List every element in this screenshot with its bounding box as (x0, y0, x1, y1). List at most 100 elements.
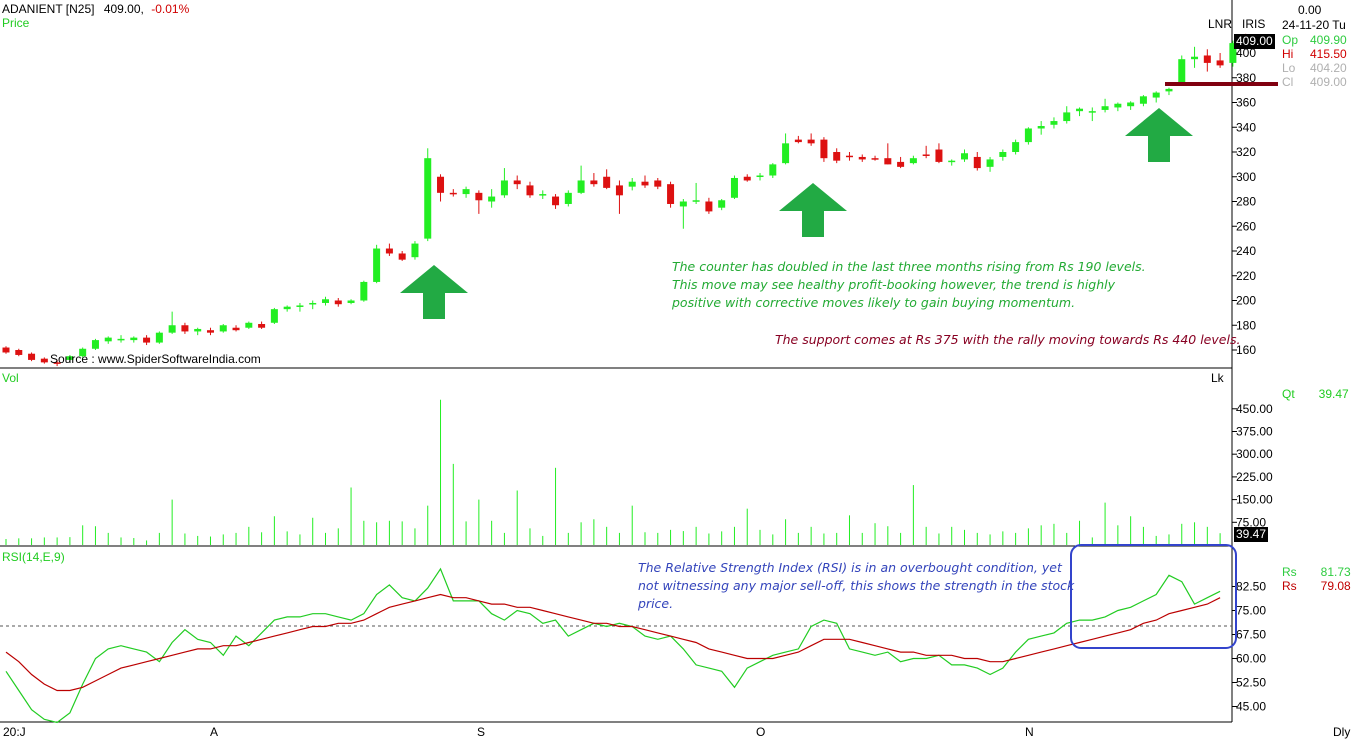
candle (40, 357, 48, 364)
candle-body (999, 152, 1007, 157)
candle-body (1203, 55, 1211, 63)
rsi-highlight-box (1070, 544, 1237, 649)
volume-bars (5, 399, 1221, 545)
up-arrow (1125, 108, 1193, 162)
candle-body (15, 350, 23, 355)
candle (79, 347, 87, 358)
candle-body (897, 161, 905, 167)
candle-body (245, 322, 253, 328)
candle-body (206, 330, 214, 333)
candle-body (219, 325, 227, 332)
candle (194, 327, 202, 336)
price-tick-label: 380 (1236, 71, 1256, 85)
candle-body (1088, 111, 1096, 113)
candle (232, 325, 240, 332)
candle-body (424, 158, 432, 239)
rsi-readout-1-label: Rs (1282, 565, 1297, 579)
candle (1024, 127, 1032, 145)
candle-body (1216, 60, 1224, 66)
candle-body (845, 155, 853, 158)
candle-body (1114, 103, 1122, 108)
candle (526, 181, 534, 198)
candle-body (858, 156, 866, 160)
price-tick-label: 160 (1236, 343, 1256, 357)
candle (1178, 55, 1186, 86)
candle (603, 169, 611, 190)
candle (219, 324, 227, 333)
candle-body (769, 164, 777, 176)
candle-body (743, 176, 751, 181)
candle (1037, 121, 1045, 135)
candle-body (615, 185, 623, 196)
candle (28, 352, 36, 362)
volume-label: Vol (2, 371, 19, 385)
rsi-tick-label: 45.00 (1236, 700, 1266, 714)
candle-body (475, 192, 483, 201)
x-label-sep: S (477, 725, 486, 739)
ohlc-open: Op 409.90 (1282, 33, 1347, 47)
annotation-green-line-2: This move may see healthy profit-booking… (672, 277, 1116, 292)
candle (1088, 107, 1096, 122)
candle (283, 305, 291, 312)
symbol-name: ADANIENT [N25] (2, 2, 95, 16)
candle-body (283, 306, 291, 310)
candle-body (922, 154, 930, 156)
ohlc-high-label: Hi (1282, 47, 1294, 61)
qt-readout: Qt 39.47 (1282, 387, 1349, 401)
candle (615, 180, 623, 214)
candle-body (692, 200, 700, 202)
candle (692, 182, 700, 204)
lk-label: Lk (1211, 371, 1224, 385)
candle-body (679, 201, 687, 207)
candle (743, 174, 751, 182)
candle (437, 174, 445, 202)
candle (1127, 101, 1135, 110)
header: ADANIENT [N25] 409.00, -0.01% (2, 2, 189, 16)
candle (373, 244, 381, 284)
candle-body (526, 185, 534, 196)
candle-body (1076, 108, 1084, 112)
candle (730, 175, 738, 200)
up-arrows (400, 108, 1193, 319)
iris-label: IRIS (1242, 17, 1266, 31)
rsi-tick-label: 67.50 (1236, 628, 1266, 642)
candle (168, 311, 176, 334)
ohlc-close-value: 409.00 (1310, 75, 1347, 89)
top-right-value: 0.00 (1298, 3, 1322, 17)
ohlc-open-label: Op (1282, 33, 1299, 47)
candle (948, 159, 956, 166)
candle (935, 143, 943, 164)
current-price: 409.00, (103, 2, 144, 16)
candle (206, 327, 214, 336)
candle-body (258, 324, 266, 328)
candle-body (40, 358, 48, 363)
rsi-readout-1: Rs 81.73 (1282, 565, 1351, 579)
ohlc-low-value: 404.20 (1310, 61, 1347, 75)
candle-body (513, 180, 521, 185)
candle-body (360, 281, 368, 301)
ohlc-low-label: Lo (1282, 61, 1296, 75)
annotation-blue-line-1: The Relative Strength Index (RSI) is in … (638, 560, 1062, 575)
candle-body (373, 248, 381, 282)
annotation-green-line-3: positive with corrective moves likely to… (672, 295, 1076, 310)
candle-body (91, 340, 99, 349)
candle-body (28, 353, 36, 360)
candle (807, 133, 815, 146)
candle (117, 335, 125, 343)
ohlc-close-label: Cl (1282, 75, 1294, 89)
candle (488, 189, 496, 208)
candle-body (143, 337, 151, 343)
candle-body (935, 149, 943, 162)
annotation-red: The support comes at Rs 375 with the ral… (775, 332, 1241, 347)
candle (705, 197, 713, 214)
candle-body (1191, 56, 1199, 60)
candle-body (1229, 43, 1237, 63)
candle (53, 359, 61, 367)
candle (1165, 87, 1173, 96)
volume-tick-label: 450.00 (1236, 402, 1273, 416)
candle-body (53, 362, 61, 364)
candle-body (334, 300, 342, 305)
candle-body (1050, 121, 1058, 125)
candle-body (296, 305, 304, 307)
candle (973, 152, 981, 171)
